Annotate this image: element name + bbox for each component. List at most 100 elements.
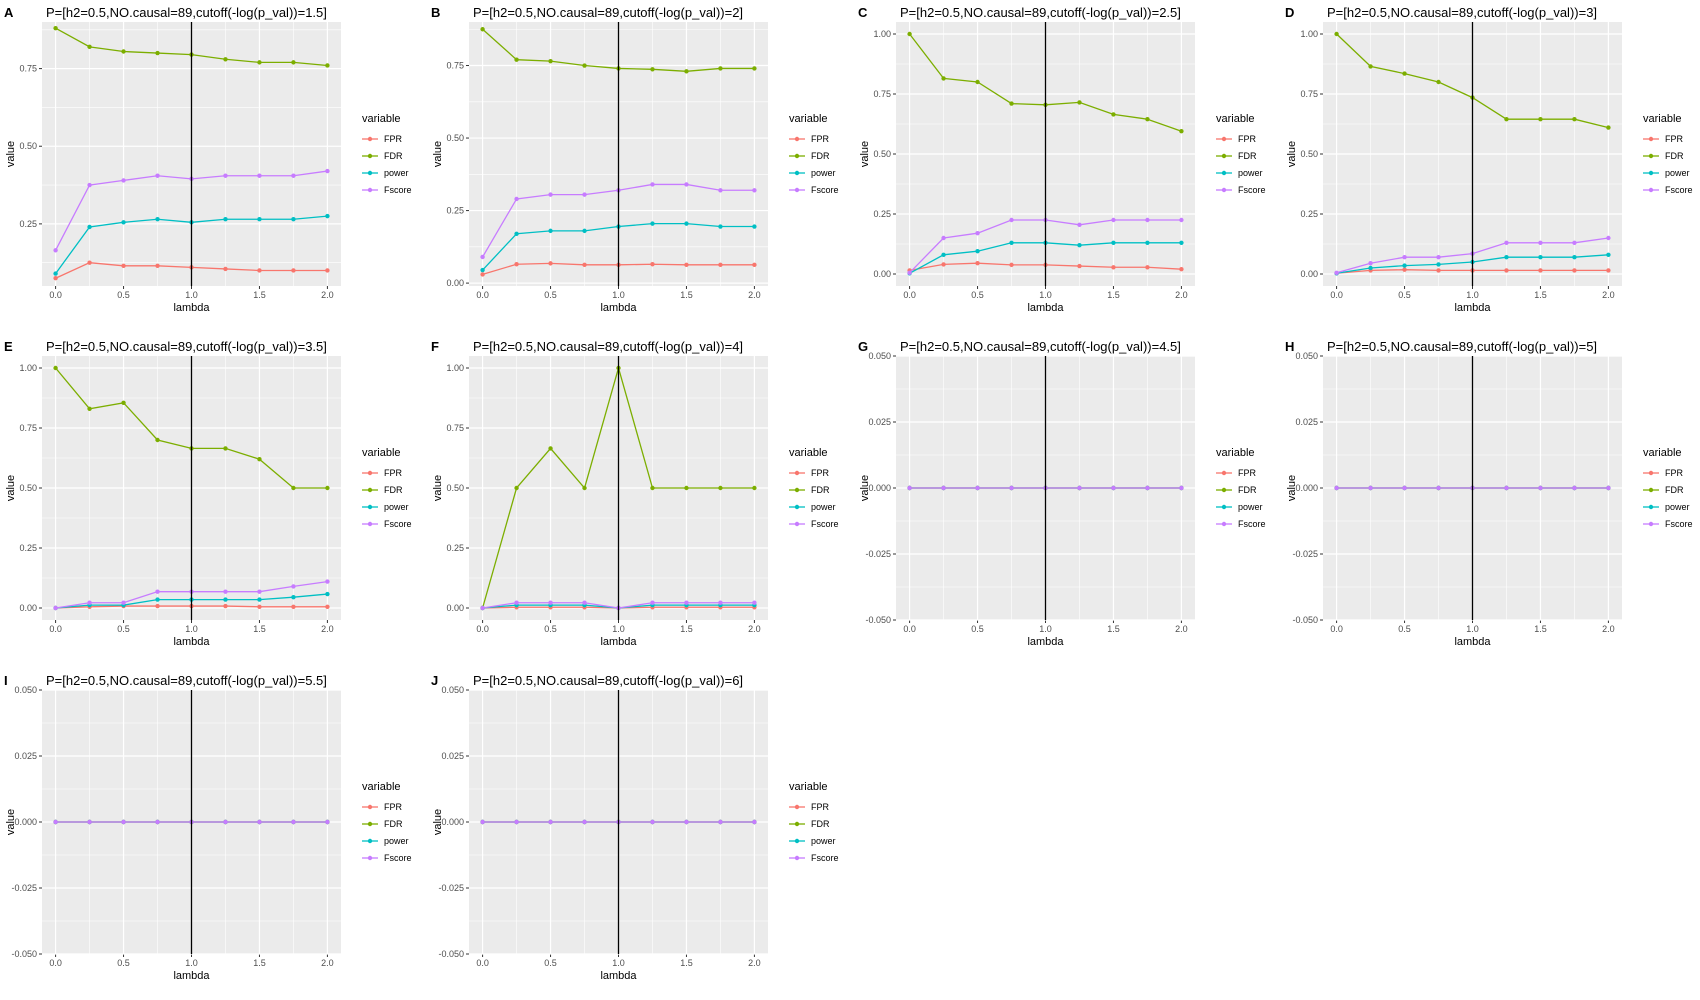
data-point-fdr: [1504, 117, 1509, 122]
data-point-power: [548, 228, 553, 234]
y-tick-label: 0.25: [446, 543, 464, 553]
y-axis-label: value: [5, 475, 17, 501]
y-tick-label: -0.025: [1292, 549, 1318, 559]
data-point-power: [1606, 252, 1611, 257]
x-axis-label: lambda: [173, 970, 210, 982]
data-point-fscore: [257, 819, 262, 825]
data-point-power: [975, 249, 980, 254]
x-tick-label: 0.0: [476, 624, 489, 634]
data-point-fscore: [291, 819, 296, 825]
y-tick-label: 0.025: [441, 751, 464, 761]
legend-title: variable: [789, 113, 828, 125]
legend-label: Fscore: [384, 519, 412, 529]
legend-label: FDR: [811, 819, 830, 829]
x-axis-label: lambda: [600, 970, 637, 982]
panel-title: P=[h2=0.5,NO.causal=89,cutoff(-log(p_val…: [1327, 5, 1597, 20]
data-point-fscore: [718, 819, 723, 825]
legend-label: Fscore: [1665, 185, 1693, 195]
panel-title: P=[h2=0.5,NO.causal=89,cutoff(-log(p_val…: [1327, 339, 1597, 354]
data-point-fscore: [1402, 485, 1407, 491]
data-point-fdr: [1436, 79, 1441, 85]
panel-tag: C: [858, 5, 868, 20]
data-point-fscore: [650, 182, 655, 187]
data-point-fscore: [291, 584, 296, 589]
y-tick-label: 0.75: [446, 61, 464, 71]
panel-f: F P=[h2=0.5,NO.causal=89,cutoff(-log(p_va…: [431, 339, 839, 648]
data-point-power: [155, 597, 160, 602]
data-point-power: [121, 220, 126, 225]
data-point-fscore: [752, 188, 757, 193]
data-point-fdr: [257, 60, 262, 65]
data-point-fscore: [291, 173, 296, 178]
data-point-fdr: [1179, 129, 1184, 134]
data-point-fscore: [650, 819, 655, 825]
data-point-power: [1538, 255, 1543, 260]
legend-label: FPR: [811, 134, 830, 144]
x-axis-label: lambda: [600, 302, 637, 314]
legend-key-point: [1221, 487, 1227, 493]
data-point-fscore: [1009, 485, 1014, 491]
panel-i: I P=[h2=0.5,NO.causal=89,cutoff(-log(p_va…: [4, 673, 412, 982]
y-axis-label: value: [859, 141, 871, 167]
y-tick-label: -0.050: [11, 949, 37, 959]
data-point-fscore: [975, 231, 980, 236]
data-point-fscore: [1368, 261, 1373, 266]
data-point-fdr: [718, 66, 723, 71]
data-point-power: [1145, 240, 1150, 245]
data-point-fdr: [325, 63, 330, 68]
data-point-fscore: [718, 600, 723, 605]
legend-key-point: [1648, 504, 1654, 510]
data-point-fdr: [1402, 71, 1407, 76]
x-tick-label: 0.5: [1398, 290, 1411, 300]
y-axis-label: value: [859, 475, 871, 501]
x-tick-label: 2.0: [321, 958, 334, 968]
x-tick-label: 2.0: [1602, 624, 1615, 634]
y-tick-label: 0.25: [446, 206, 464, 216]
legend-key-point: [1221, 504, 1227, 510]
x-tick-label: 1.0: [612, 290, 625, 300]
x-tick-label: 0.5: [544, 290, 557, 300]
x-tick-label: 1.0: [185, 958, 198, 968]
data-point-fscore: [325, 579, 330, 584]
data-point-fpr: [325, 268, 330, 273]
data-point-fdr: [684, 485, 689, 491]
y-tick-label: 0.000: [441, 817, 464, 827]
data-point-fscore: [1111, 485, 1116, 491]
x-tick-label: 1.5: [1107, 290, 1120, 300]
data-point-fscore: [155, 819, 160, 825]
legend-key-point: [794, 187, 800, 193]
panel-title: P=[h2=0.5,NO.causal=89,cutoff(-log(p_val…: [900, 339, 1181, 354]
data-point-fscore: [155, 589, 160, 594]
data-point-fdr: [155, 437, 160, 443]
y-axis-label: value: [5, 809, 17, 835]
y-tick-label: -0.025: [865, 549, 891, 559]
data-point-power: [684, 221, 689, 226]
x-tick-label: 0.5: [544, 958, 557, 968]
legend-label: FPR: [1238, 134, 1257, 144]
legend-label: power: [1238, 502, 1263, 512]
legend-key-point: [367, 136, 373, 142]
y-tick-label: 0.050: [1295, 351, 1318, 361]
data-point-fscore: [121, 600, 126, 605]
data-point-power: [1504, 255, 1509, 260]
legend-label: FPR: [384, 802, 403, 812]
panel-tag: J: [431, 673, 438, 688]
legend-key-point: [367, 838, 373, 844]
data-point-fpr: [975, 261, 980, 266]
legend-key-point: [367, 170, 373, 176]
data-point-fscore: [907, 270, 912, 275]
legend-title: variable: [362, 781, 401, 793]
legend-key-point: [794, 521, 800, 527]
y-axis-label: value: [1286, 475, 1298, 501]
x-tick-label: 0.5: [1398, 624, 1411, 634]
y-tick-label: 0.00: [19, 603, 37, 613]
data-point-fscore: [907, 485, 912, 491]
data-point-power: [718, 224, 723, 229]
x-tick-label: 2.0: [1175, 624, 1188, 634]
x-tick-label: 1.5: [1107, 624, 1120, 634]
legend-key-point: [1648, 153, 1654, 159]
data-point-fpr: [1111, 265, 1116, 270]
data-point-fscore: [1606, 235, 1611, 241]
data-point-fpr: [718, 262, 723, 268]
